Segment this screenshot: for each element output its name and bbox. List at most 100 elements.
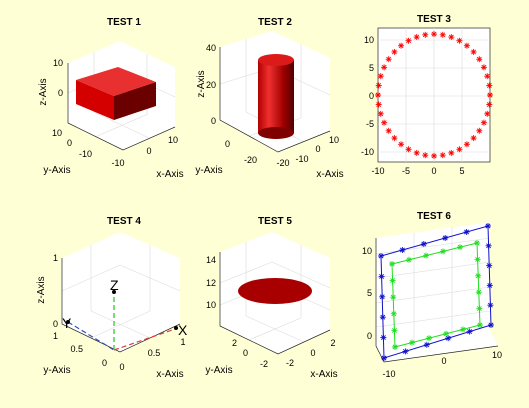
data-point xyxy=(439,152,446,159)
test3-points xyxy=(375,31,493,159)
data-point xyxy=(385,127,392,134)
series-outer-marker xyxy=(442,235,449,241)
series-inner-marker xyxy=(390,310,397,317)
series-inner-marker xyxy=(390,294,397,301)
xtick-test5-m2: -2 xyxy=(286,358,294,368)
data-point xyxy=(375,82,382,89)
data-point xyxy=(448,149,455,156)
data-point xyxy=(381,64,388,71)
xlabel-test4: x-Axis xyxy=(156,369,183,380)
ytick-test4-05: 0.5 xyxy=(70,344,83,354)
x-axis-line xyxy=(113,327,179,351)
ztick-test2-20: 20 xyxy=(206,80,216,90)
ytick-test3-m5: -5 xyxy=(366,119,374,129)
series-outer-marker xyxy=(486,262,493,269)
data-point xyxy=(375,92,381,98)
series-inner-marker xyxy=(409,339,415,346)
series-outer-marker xyxy=(399,247,406,253)
series-outer-marker xyxy=(420,241,427,247)
series-inner-marker xyxy=(391,327,398,334)
data-point xyxy=(480,64,487,71)
ztick-test1-0: 0 xyxy=(58,88,63,98)
series-inner-marker xyxy=(443,330,449,337)
xtick-test2-0: 0 xyxy=(315,144,320,154)
data-point xyxy=(484,110,491,117)
data-point xyxy=(398,141,405,148)
ylabel-test5: y-Axis xyxy=(205,365,232,376)
grid-test6 xyxy=(375,227,491,341)
title-test6: TEST 6 xyxy=(417,211,451,222)
ztick-test4-1: 1 xyxy=(53,253,58,263)
series-outer-marker xyxy=(466,328,473,335)
xtick-test3-0: 0 xyxy=(431,166,436,176)
xtick-test6-10: 10 xyxy=(492,350,502,360)
panel-test2: TEST 2 40 20 0 0 -20 -20 -10 0 10 z-Axi xyxy=(195,17,343,180)
series-outer-marker xyxy=(380,334,387,341)
series-inner-marker xyxy=(477,322,483,328)
data-point xyxy=(422,31,429,38)
data-point xyxy=(391,135,398,142)
title-test1: TEST 1 xyxy=(107,17,141,28)
axis-label-x: X xyxy=(178,322,188,338)
data-point xyxy=(405,146,412,153)
xtick-test5-2: 2 xyxy=(330,338,335,348)
zlabel-test1: z-Axis xyxy=(38,78,49,105)
xtick-test2-10: 10 xyxy=(329,135,339,145)
axis-label-y: Y xyxy=(62,315,72,331)
xtick-test6-m10: -10 xyxy=(382,369,395,379)
data-point xyxy=(448,34,455,41)
data-point xyxy=(456,37,463,44)
floor xyxy=(220,306,330,354)
ytick-test1-0: 0 xyxy=(67,138,72,148)
data-point xyxy=(484,73,491,80)
series-outer-marker xyxy=(423,341,430,348)
series-inner-marker xyxy=(440,248,446,255)
ytick-test6-5: 5 xyxy=(367,288,372,298)
data-point xyxy=(476,127,483,134)
ztick-test1-10: 10 xyxy=(53,58,63,68)
data-point xyxy=(375,101,382,108)
series-inner-marker xyxy=(389,261,395,267)
axis-box-test1 xyxy=(67,63,176,151)
cylinder-bottom xyxy=(258,127,294,139)
xtick-test1-0: 0 xyxy=(146,146,151,156)
data-point xyxy=(391,48,398,55)
axis-box-test2 xyxy=(219,47,331,153)
xtick-test1-10: 10 xyxy=(168,135,178,145)
series-outer-marker xyxy=(379,314,386,321)
ytick-test2-0: 0 xyxy=(225,139,230,149)
grid-test4 xyxy=(61,245,181,339)
series-outer-marker xyxy=(485,223,491,229)
point-y xyxy=(66,320,70,324)
data-point xyxy=(381,119,388,126)
test6-lines xyxy=(378,223,494,361)
series-outer-marker xyxy=(402,348,409,355)
axis-label-z: Z xyxy=(110,277,119,293)
ztick-test5-10: 10 xyxy=(206,300,216,310)
xtick-test4-1: 1 xyxy=(180,337,185,347)
data-point xyxy=(385,56,392,63)
series-outer-marker xyxy=(485,242,492,249)
data-point xyxy=(377,110,384,117)
data-point xyxy=(470,135,477,142)
ylabel-test2: y-Axis xyxy=(195,165,222,176)
zlabel-test4: z-Axis xyxy=(36,276,47,303)
ytick-test1-10: 10 xyxy=(52,128,62,138)
xtick-test2-m20: -20 xyxy=(276,158,289,168)
cylinder-body xyxy=(258,60,294,133)
disk xyxy=(238,278,312,304)
ytick-test5-m2: -2 xyxy=(260,359,268,369)
data-point xyxy=(463,141,470,148)
ytick-test4-0: 0 xyxy=(102,358,107,368)
ztick-test5-12: 12 xyxy=(206,278,216,288)
ztick-test4-0: 0 xyxy=(53,319,58,329)
zlabel-test2: z-Axis xyxy=(196,70,207,97)
panel-test5: TEST 5 14 12 10 2 0 -2 -2 0 2 y-Axis x-A… xyxy=(205,216,337,380)
cylinder-top xyxy=(258,54,294,66)
ztick-test2-0: 0 xyxy=(211,116,216,126)
series-outer-marker xyxy=(379,293,386,300)
data-point xyxy=(413,34,420,41)
ztick-test2-40: 40 xyxy=(206,43,216,53)
series-inner-marker xyxy=(476,305,483,312)
ztick-test5-14: 14 xyxy=(206,255,216,265)
